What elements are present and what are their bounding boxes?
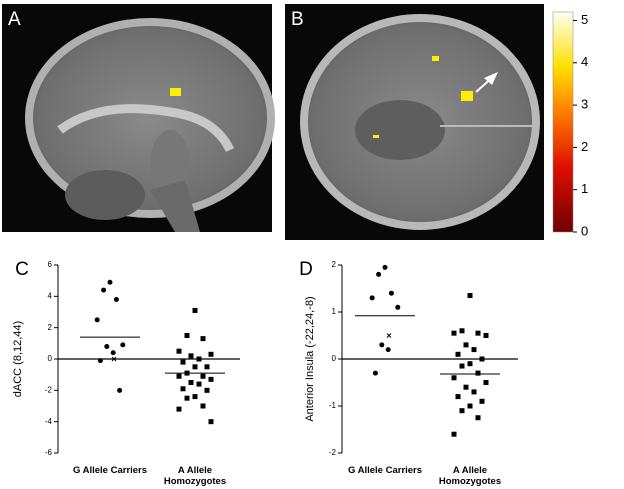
data-square bbox=[467, 293, 473, 299]
data-square bbox=[208, 376, 214, 382]
data-square bbox=[475, 415, 481, 421]
data-square bbox=[208, 351, 214, 357]
sagittal-image bbox=[2, 4, 275, 232]
data-square bbox=[479, 398, 485, 404]
data-square bbox=[467, 403, 473, 409]
data-square bbox=[459, 408, 465, 414]
y-tick-label: 1 bbox=[332, 307, 337, 316]
data-square bbox=[204, 387, 210, 393]
data-dot bbox=[376, 271, 382, 277]
data-square bbox=[184, 333, 190, 338]
data-dot bbox=[382, 264, 388, 270]
data-square bbox=[192, 364, 198, 370]
y-tick-label: -2 bbox=[329, 448, 337, 457]
data-dot bbox=[395, 304, 401, 310]
data-dot bbox=[388, 290, 394, 296]
data-dot bbox=[369, 295, 375, 301]
data-square bbox=[200, 403, 206, 409]
cross-marker bbox=[386, 333, 392, 338]
data-square bbox=[463, 342, 469, 348]
panel-label: D bbox=[299, 259, 313, 280]
y-tick-label: 0 bbox=[48, 354, 53, 363]
colorbar-tick-label: 5 bbox=[581, 12, 588, 27]
panel-label: C bbox=[15, 259, 29, 280]
data-square bbox=[455, 351, 461, 357]
x-category-label: G Allele Carriers bbox=[72, 465, 148, 476]
x-category-label: A Allele Homozygotes bbox=[438, 465, 502, 487]
y-tick-label: 2 bbox=[48, 323, 53, 332]
data-square bbox=[459, 328, 465, 334]
data-square bbox=[176, 348, 182, 354]
y-tick-label: 4 bbox=[48, 291, 53, 300]
data-dot bbox=[385, 347, 391, 353]
cross-marker bbox=[111, 356, 117, 362]
colorbar-tick-label: 3 bbox=[581, 97, 588, 112]
data-square bbox=[196, 356, 202, 362]
data-square bbox=[483, 333, 489, 338]
data-dot bbox=[372, 370, 378, 376]
data-square bbox=[176, 373, 182, 379]
y-tick-label: 0 bbox=[332, 354, 337, 363]
y-axis-label: Anterior Insula (-22,24,-8) bbox=[304, 296, 316, 421]
data-square bbox=[451, 431, 457, 437]
data-square bbox=[463, 384, 469, 390]
data-dot bbox=[117, 387, 123, 393]
data-square bbox=[192, 394, 198, 400]
data-square bbox=[451, 330, 457, 336]
data-dot bbox=[107, 279, 113, 285]
data-dot bbox=[110, 350, 116, 356]
data-square bbox=[483, 380, 489, 385]
data-square bbox=[188, 353, 194, 359]
colorbar-tick-label: 4 bbox=[581, 54, 588, 69]
data-square bbox=[479, 356, 485, 362]
colorbar-tick-label: 2 bbox=[581, 139, 588, 154]
y-tick-label: -4 bbox=[45, 417, 53, 426]
cross-stroke bbox=[111, 356, 117, 362]
data-square bbox=[475, 330, 481, 336]
panel-label: A bbox=[8, 9, 21, 30]
colorbar-tick-label: 0 bbox=[581, 223, 588, 238]
data-square bbox=[455, 394, 461, 400]
colorbar-tick-label: 1 bbox=[581, 181, 588, 196]
data-square bbox=[184, 395, 190, 401]
data-square bbox=[208, 419, 214, 425]
data-dot bbox=[101, 287, 107, 293]
data-square bbox=[196, 381, 202, 387]
data-square bbox=[459, 363, 465, 369]
y-tick-label: -2 bbox=[45, 385, 53, 394]
data-square bbox=[471, 389, 477, 395]
colorbar bbox=[552, 11, 574, 233]
y-tick-label: 2 bbox=[332, 260, 337, 269]
y-tick-label: -1 bbox=[329, 401, 337, 410]
data-square bbox=[200, 373, 206, 379]
data-square bbox=[188, 380, 194, 385]
data-square bbox=[471, 347, 477, 353]
data-square bbox=[451, 375, 457, 381]
y-axis-label: dACC (8,12,44) bbox=[12, 321, 24, 397]
x-category-label: G Allele Carriers bbox=[347, 465, 423, 476]
data-dot bbox=[97, 358, 103, 364]
data-square bbox=[176, 406, 182, 412]
data-dot bbox=[104, 343, 110, 349]
data-dot bbox=[94, 317, 100, 323]
data-dot bbox=[113, 296, 119, 302]
data-square bbox=[180, 359, 186, 365]
y-tick-label: 6 bbox=[48, 260, 53, 269]
data-square bbox=[467, 361, 473, 367]
cross-stroke bbox=[386, 333, 392, 338]
x-category-label: A Allele Homozygotes bbox=[163, 465, 227, 487]
data-square bbox=[200, 336, 206, 342]
panel-label: B bbox=[291, 9, 304, 30]
y-tick-label: -6 bbox=[45, 448, 53, 457]
data-square bbox=[192, 307, 198, 313]
data-dot bbox=[120, 342, 126, 348]
data-square bbox=[204, 364, 210, 370]
data-dot bbox=[379, 342, 385, 348]
data-square bbox=[180, 386, 186, 392]
data-square bbox=[475, 370, 481, 376]
axial-image bbox=[285, 4, 544, 240]
